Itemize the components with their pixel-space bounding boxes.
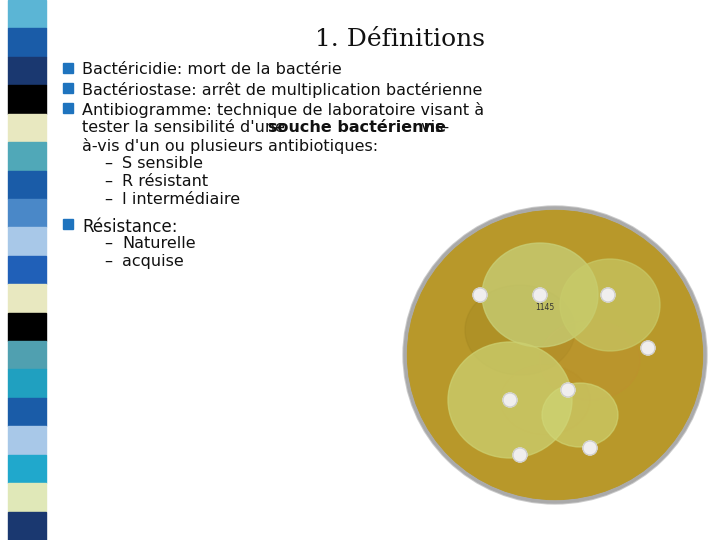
Circle shape <box>513 448 527 462</box>
Bar <box>8 369 46 398</box>
Circle shape <box>473 288 487 302</box>
Bar <box>8 455 46 483</box>
Text: –: – <box>104 236 112 251</box>
Text: Naturelle: Naturelle <box>122 236 196 251</box>
Bar <box>8 57 46 85</box>
Text: S sensible: S sensible <box>122 156 203 171</box>
Bar <box>8 511 46 540</box>
Text: souche bactérienne: souche bactérienne <box>268 120 446 135</box>
Bar <box>8 256 46 284</box>
Text: I intermédiaire: I intermédiaire <box>122 192 240 207</box>
Text: –: – <box>104 156 112 171</box>
Text: à-vis d'un ou plusieurs antibiotiques:: à-vis d'un ou plusieurs antibiotiques: <box>82 138 378 154</box>
Bar <box>8 426 46 455</box>
Bar <box>8 341 46 369</box>
Ellipse shape <box>500 365 590 435</box>
Bar <box>8 114 46 142</box>
Ellipse shape <box>482 243 598 347</box>
Text: tester la sensibilité d'une: tester la sensibilité d'une <box>82 120 290 135</box>
Ellipse shape <box>560 259 660 351</box>
Text: –: – <box>104 254 112 269</box>
Bar <box>8 142 46 171</box>
Ellipse shape <box>465 285 575 375</box>
Circle shape <box>641 341 655 355</box>
Bar <box>8 29 46 57</box>
Ellipse shape <box>542 383 618 447</box>
Ellipse shape <box>540 320 640 400</box>
Circle shape <box>601 288 615 302</box>
Text: Bactéricidie: mort de la bactérie: Bactéricidie: mort de la bactérie <box>82 62 342 77</box>
Circle shape <box>561 383 575 397</box>
Bar <box>8 313 46 341</box>
Bar <box>8 284 46 313</box>
Circle shape <box>533 288 547 302</box>
Bar <box>8 0 46 29</box>
Circle shape <box>503 393 517 407</box>
Bar <box>8 227 46 256</box>
Text: vis-: vis- <box>416 120 449 135</box>
Text: 1145: 1145 <box>536 303 554 312</box>
Text: acquise: acquise <box>122 254 184 269</box>
Text: –: – <box>104 192 112 207</box>
Bar <box>8 171 46 199</box>
Text: Bactériostase: arrêt de multiplication bactérienne: Bactériostase: arrêt de multiplication b… <box>82 82 482 98</box>
Ellipse shape <box>403 206 707 504</box>
Ellipse shape <box>407 210 703 500</box>
Bar <box>8 85 46 114</box>
Ellipse shape <box>448 342 572 458</box>
Circle shape <box>583 441 597 455</box>
Text: –: – <box>104 174 112 189</box>
Text: R résistant: R résistant <box>122 174 208 189</box>
Bar <box>8 483 46 511</box>
Text: Résistance:: Résistance: <box>82 218 178 236</box>
Bar <box>8 199 46 227</box>
Text: 1. Définitions: 1. Définitions <box>315 28 485 51</box>
Text: Antibiogramme: technique de laboratoire visant à: Antibiogramme: technique de laboratoire … <box>82 102 484 118</box>
Bar <box>8 398 46 426</box>
